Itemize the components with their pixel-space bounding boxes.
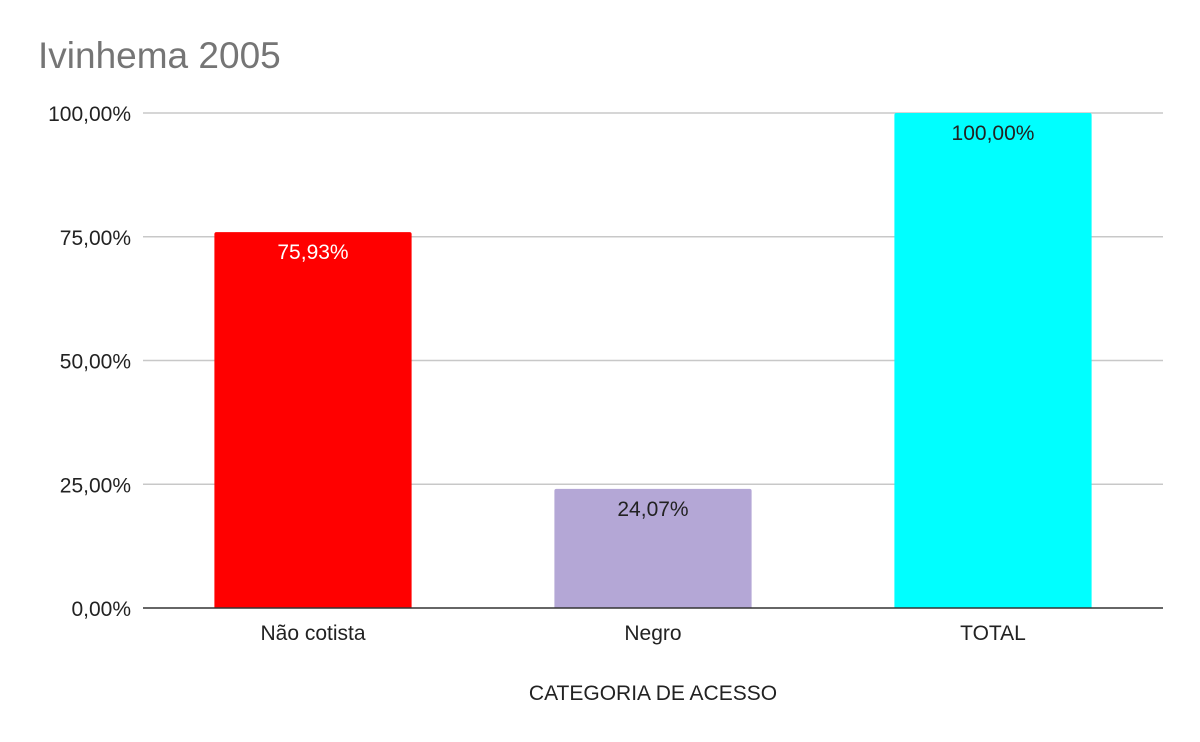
x-category-label: Não cotista bbox=[260, 622, 365, 645]
bar-value-label: 24,07% bbox=[617, 498, 688, 521]
bar bbox=[214, 232, 412, 609]
y-tick-label: 100,00% bbox=[48, 103, 131, 126]
bar bbox=[554, 488, 752, 608]
bars: 75,93% 24,07% 100,00% bbox=[214, 113, 1092, 609]
x-category-label: Negro bbox=[624, 622, 681, 645]
bar bbox=[894, 113, 1092, 608]
x-category-label: TOTAL bbox=[960, 622, 1026, 645]
y-tick-label: 0,00% bbox=[71, 598, 131, 621]
x-axis-categories: Não cotista Negro TOTAL bbox=[260, 622, 1025, 645]
y-axis-ticks: 0,00% 25,00% 50,00% 75,00% 100,00% bbox=[48, 103, 131, 621]
bar-value-label: 75,93% bbox=[277, 241, 348, 264]
y-tick-label: 50,00% bbox=[60, 351, 131, 374]
y-tick-label: 75,00% bbox=[60, 227, 131, 250]
x-axis-title: CATEGORIA DE ACESSO bbox=[529, 682, 777, 705]
bar-value-label: 100,00% bbox=[952, 122, 1035, 145]
chart-title: Ivinhema 2005 bbox=[38, 35, 281, 76]
y-tick-label: 25,00% bbox=[60, 474, 131, 497]
